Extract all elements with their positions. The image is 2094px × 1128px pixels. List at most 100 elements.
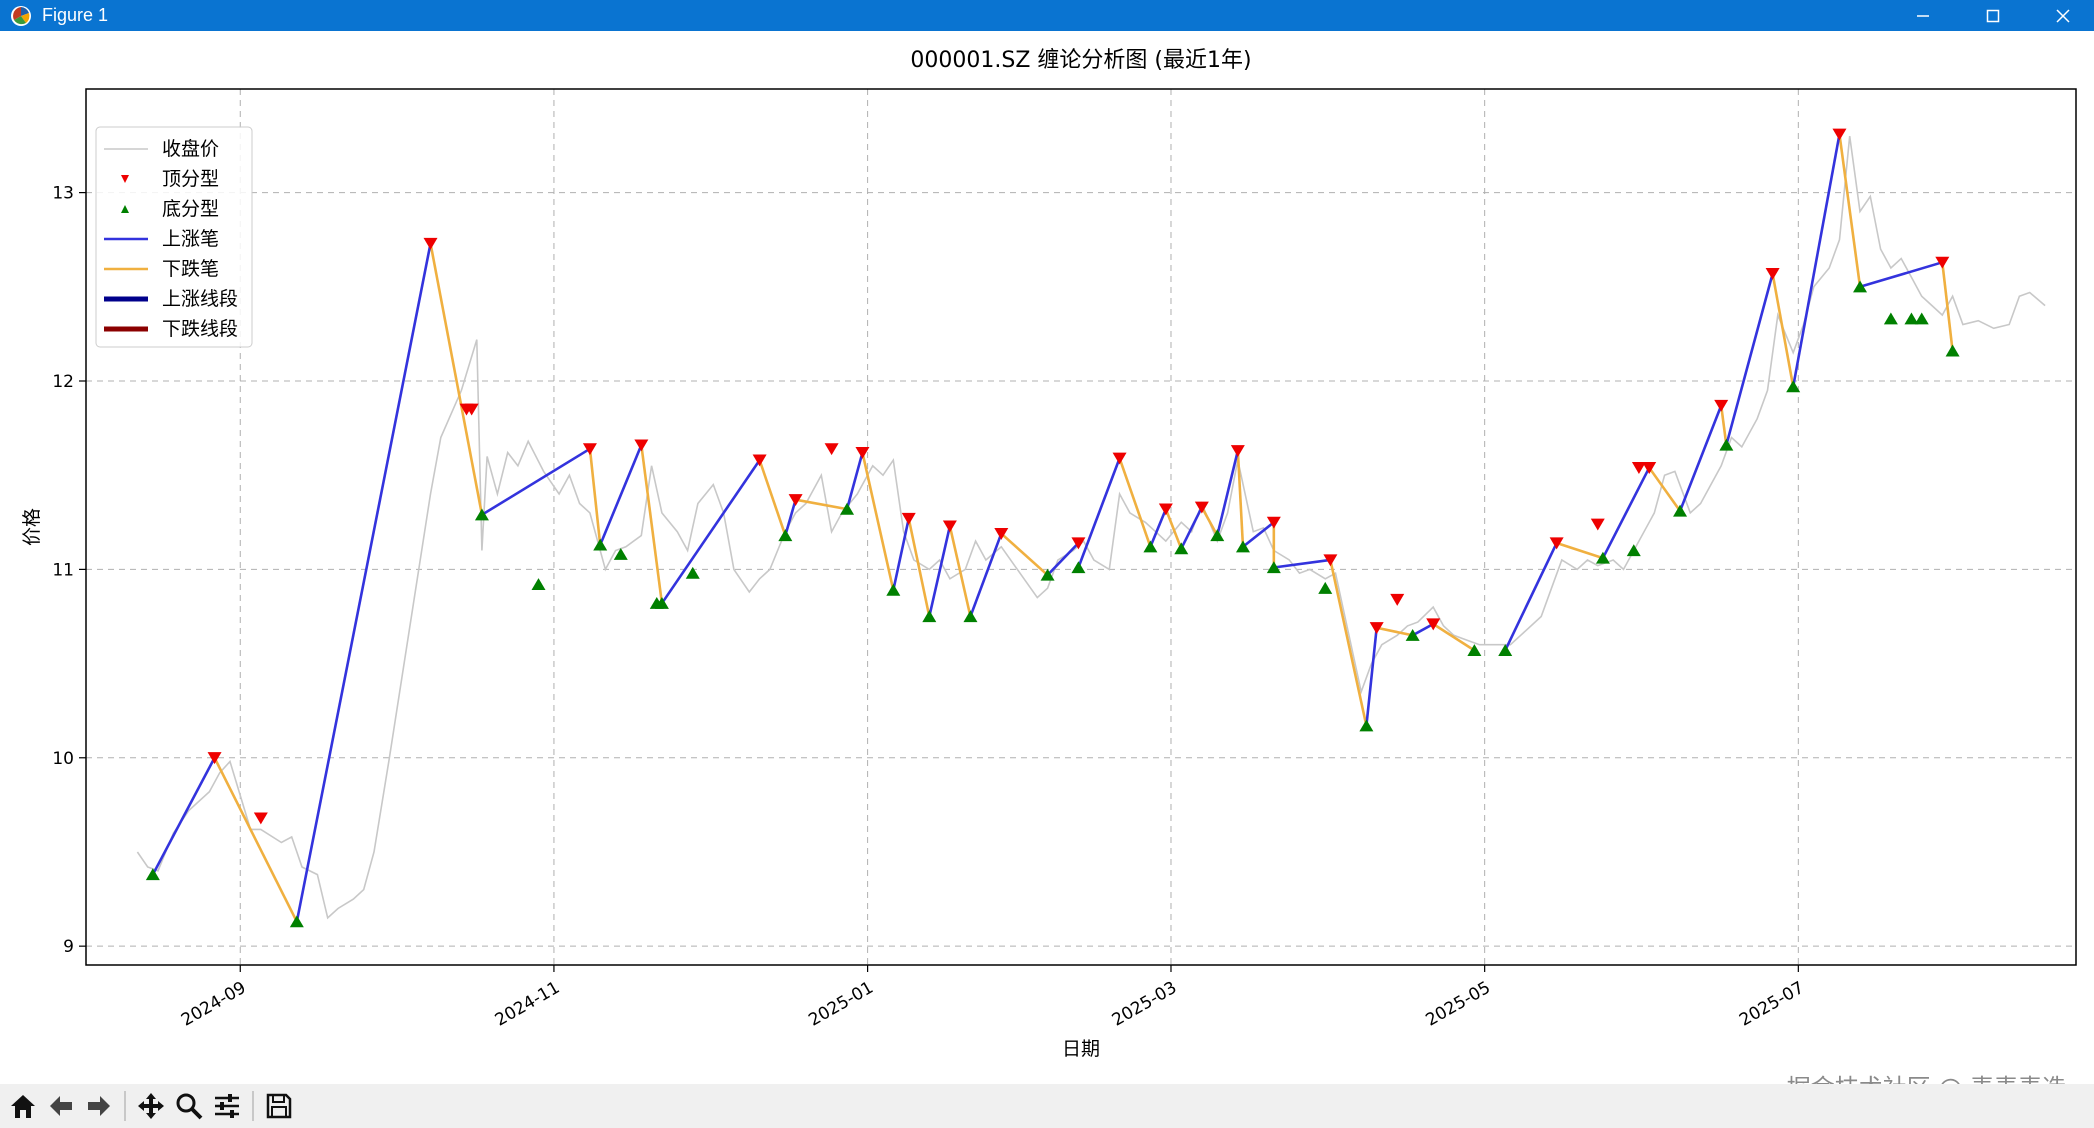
bottom-fenxing-marker — [1405, 629, 1420, 641]
chart-title: 000001.SZ 缠论分析图 (最近1年) — [910, 48, 1251, 73]
top-fenxing-marker — [1935, 256, 1950, 269]
bottom-fenxing-marker — [1626, 544, 1641, 557]
top-fenxing-marker — [1194, 501, 1209, 514]
save-button[interactable] — [260, 1087, 298, 1125]
down-bi-line — [1719, 405, 1728, 446]
legend-box — [95, 126, 253, 348]
down-bi-line — [1556, 541, 1604, 560]
legend-label: 下跌线段 — [162, 318, 238, 340]
legend-label: 下跌笔 — [162, 258, 219, 280]
top-fenxing-marker — [207, 752, 222, 765]
bottom-fenxing-marker — [613, 548, 628, 560]
bottom-fenxing-marker — [289, 915, 304, 928]
down-bi-line — [1000, 532, 1049, 577]
matplotlib-app-icon — [11, 5, 31, 26]
bottom-fenxing-marker — [1945, 344, 1960, 357]
home-icon — [11, 1095, 35, 1118]
top-fenxing-marker — [253, 812, 268, 825]
legend-label: 顶分型 — [162, 168, 219, 190]
axes-frame — [85, 88, 2077, 966]
up-bi-line — [1077, 457, 1121, 568]
up-bi-line — [1791, 133, 1841, 387]
top-fenxing-marker — [752, 454, 767, 467]
y-tick-label: 13 — [52, 184, 74, 204]
bottom-fenxing-marker — [145, 868, 160, 881]
top-fenxing-marker — [634, 439, 649, 452]
bottom-fenxing-marker — [1673, 504, 1688, 517]
legend-bottom-fenxing-swatch — [121, 205, 129, 213]
home-button[interactable] — [4, 1087, 42, 1125]
maximize-icon — [1986, 9, 2000, 22]
down-bi-line — [213, 757, 298, 923]
y-tick-label: 11 — [52, 560, 74, 580]
x-tick-label: 2024-11 — [492, 978, 564, 1031]
pan-button[interactable] — [132, 1087, 170, 1125]
up-bi-line — [845, 452, 864, 510]
close-button[interactable] — [2035, 0, 2091, 31]
down-bi-line — [1838, 134, 1862, 287]
down-bi-line — [795, 498, 848, 511]
bottom-fenxing-marker — [1467, 644, 1482, 656]
bottom-fenxing-marker — [1914, 312, 1929, 325]
top-fenxing-marker — [1266, 516, 1281, 529]
x-tick-label: 2025-07 — [1736, 978, 1808, 1031]
y-tick-label: 9 — [63, 937, 74, 957]
top-fenxing-marker — [1714, 399, 1729, 412]
top-fenxing-marker — [994, 527, 1009, 540]
legend-label: 上涨线段 — [162, 288, 238, 310]
up-bi-line — [1273, 558, 1331, 569]
fenxing-markers — [145, 128, 1960, 928]
down-bi-line — [758, 459, 787, 536]
up-bi-line — [928, 525, 952, 617]
up-bi-line — [295, 243, 432, 922]
bottom-fenxing-marker — [1143, 540, 1158, 553]
bottom-fenxing-marker — [1210, 529, 1225, 542]
up-bi-line — [1412, 622, 1434, 637]
up-bi-line — [481, 447, 591, 516]
x-tick-label: 2025-01 — [805, 978, 877, 1031]
minimize-button[interactable] — [1895, 0, 1951, 31]
maximize-button[interactable] — [1965, 0, 2021, 31]
up-bi-line — [1180, 506, 1204, 550]
bottom-fenxing-marker — [1040, 568, 1055, 581]
y-tick-label: 10 — [52, 749, 74, 769]
top-fenxing-marker — [1765, 268, 1780, 280]
down-bi-line — [948, 525, 972, 617]
bottom-fenxing-marker — [474, 508, 489, 521]
up-bi-line — [969, 533, 1003, 617]
x-tick-label: 2025-05 — [1422, 978, 1494, 1031]
chart-svg[interactable]: 000001.SZ 缠论分析图 (最近1年) 9 10 11 12 13 2024-09 2… — [0, 31, 2094, 1087]
bottom-fenxing-marker — [963, 610, 978, 623]
down-bi-line — [861, 452, 895, 591]
bottom-fenxing-marker — [1235, 540, 1250, 553]
bi-series — [151, 133, 1954, 923]
down-bi-line — [1941, 262, 1954, 352]
x-tick-label: 2025-03 — [1109, 978, 1181, 1031]
top-fenxing-marker — [1390, 593, 1405, 606]
configure-subplots-button[interactable] — [208, 1087, 246, 1125]
down-bi-line — [588, 448, 602, 546]
top-fenxing-marker — [788, 494, 803, 506]
bottom-fenxing-marker — [1853, 280, 1868, 293]
x-axis-label: 日期 — [1062, 1038, 1100, 1060]
legend-label: 底分型 — [162, 198, 219, 220]
up-bi-line — [1601, 467, 1651, 559]
bottom-fenxing-marker — [840, 502, 855, 515]
bottom-fenxing-marker — [1071, 561, 1086, 574]
configure-subplots-icon — [215, 1094, 239, 1118]
figure-canvas[interactable]: 000001.SZ 缠论分析图 (最近1年) 9 10 11 12 13 2024-09 2… — [0, 31, 2094, 1087]
top-fenxing-marker — [1590, 518, 1605, 531]
forward-button[interactable] — [80, 1087, 118, 1125]
legend-label: 收盘价 — [162, 138, 219, 160]
up-bi-line — [1046, 542, 1080, 576]
down-bi-line — [1432, 622, 1476, 652]
top-fenxing-marker — [1549, 537, 1564, 550]
top-fenxing-marker — [582, 443, 597, 456]
down-bi-line — [907, 518, 931, 617]
back-button[interactable] — [42, 1087, 80, 1125]
back-arrow-icon — [50, 1096, 72, 1116]
up-bi-line — [599, 444, 643, 546]
bottom-fenxing-marker — [1719, 438, 1734, 451]
top-fenxing-marker — [1832, 128, 1847, 141]
zoom-button[interactable] — [170, 1087, 208, 1125]
